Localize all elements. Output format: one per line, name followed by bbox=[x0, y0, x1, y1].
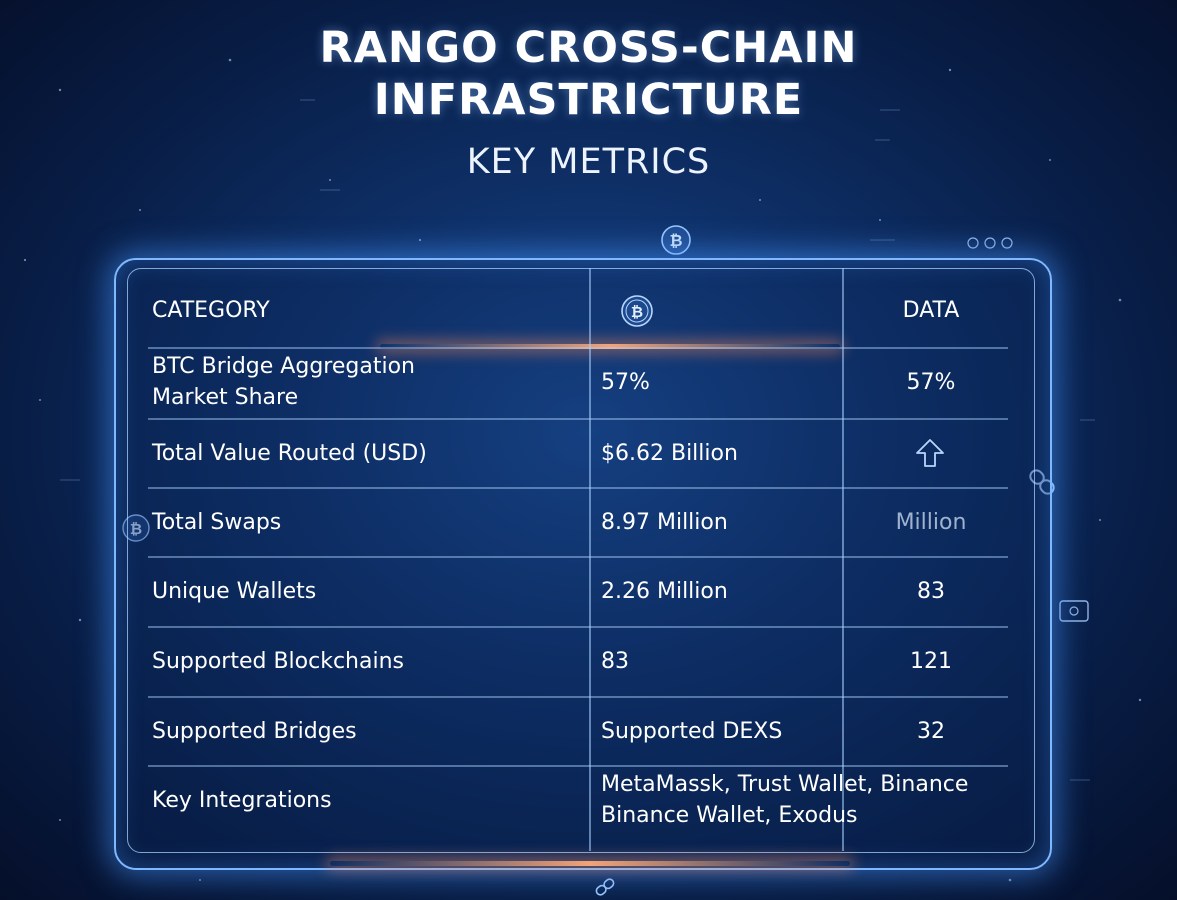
row-divider bbox=[148, 487, 1008, 489]
table-row-data: 83 bbox=[917, 579, 945, 604]
chain-link-icon bbox=[592, 876, 618, 898]
header-category: CATEGORY bbox=[152, 297, 270, 323]
row-divider bbox=[148, 765, 1008, 767]
table-row-category: Total Value Routed (USD) bbox=[152, 440, 427, 466]
table-row-data: Million bbox=[895, 509, 967, 535]
bitcoin-icon: ₿ bbox=[620, 294, 654, 328]
table-row-value: 83 bbox=[601, 649, 629, 674]
svg-text:₿: ₿ bbox=[631, 303, 643, 321]
metrics-panel bbox=[114, 258, 1052, 870]
title-line-1: RANGO CROSS-CHAIN bbox=[319, 23, 858, 73]
coins-icon bbox=[965, 235, 1015, 251]
table-row-value: 8.97 Million bbox=[601, 509, 728, 535]
row-divider bbox=[148, 696, 1008, 698]
table-row-category: Total Swaps bbox=[152, 509, 282, 535]
row-divider bbox=[148, 556, 1008, 558]
table-row-value: MetaMassk, Trust Wallet, Binance Binance… bbox=[601, 772, 969, 828]
table-row-value: Supported DEXS bbox=[601, 718, 783, 744]
title-line-2: INFRASTRICTURE bbox=[373, 75, 804, 125]
row-divider bbox=[148, 626, 1008, 628]
table-row-value: $6.62 Billion bbox=[601, 440, 738, 466]
table-row-category: BTC Bridge Aggregation Market Share bbox=[152, 354, 415, 410]
table-row-category: Supported Bridges bbox=[152, 718, 357, 744]
page-title: RANGO CROSS-CHAIN INFRASTRICTURE bbox=[0, 22, 1177, 126]
table-row-category: Key Integrations bbox=[152, 787, 332, 813]
bitcoin-icon: ₿ bbox=[660, 224, 692, 256]
metrics-panel-inner-border bbox=[127, 268, 1035, 853]
header-data: DATA bbox=[902, 297, 960, 323]
row-divider bbox=[148, 418, 1008, 420]
row-divider bbox=[148, 347, 1008, 349]
table-row-value: 2.26 Million bbox=[601, 579, 728, 604]
column-divider bbox=[589, 268, 591, 851]
light-flare-bottom bbox=[330, 861, 850, 866]
wallet-icon bbox=[1058, 598, 1090, 624]
table-row-data: 32 bbox=[917, 718, 945, 744]
column-divider bbox=[842, 268, 844, 851]
bitcoin-icon: ₿ bbox=[121, 513, 151, 543]
svg-text:₿: ₿ bbox=[130, 520, 142, 538]
table-row-category: Supported Blockchains bbox=[152, 649, 405, 674]
table-row-category: Unique Wallets bbox=[152, 579, 317, 604]
page-subtitle: KEY METRICS bbox=[466, 142, 711, 182]
table-row-data: 57% bbox=[906, 369, 956, 395]
table-row-data: 121 bbox=[910, 649, 952, 674]
svg-text:₿: ₿ bbox=[669, 231, 682, 250]
table-row-value: 57% bbox=[601, 369, 650, 395]
light-flare-top bbox=[380, 344, 840, 349]
up-arrow-icon bbox=[914, 437, 946, 469]
